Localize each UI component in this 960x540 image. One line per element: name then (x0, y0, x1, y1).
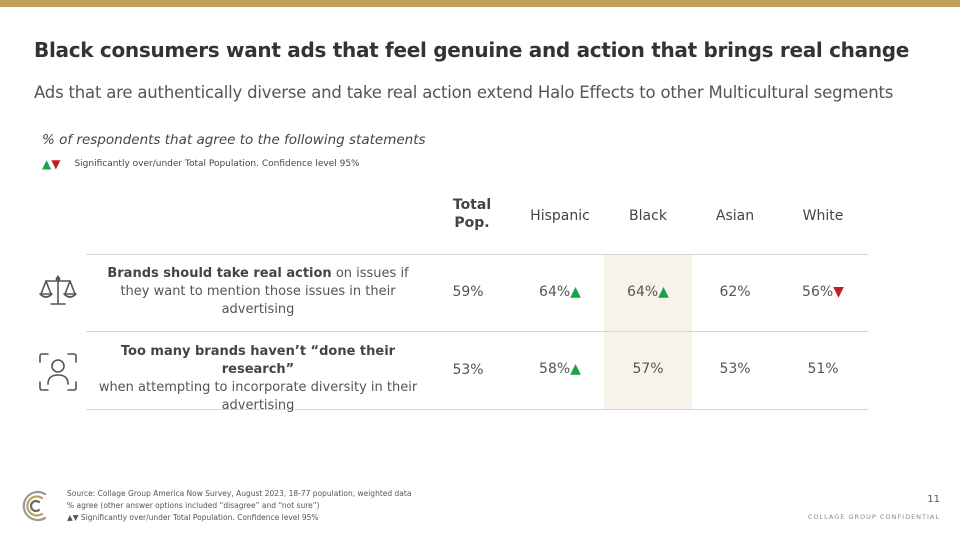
legend-text: Significantly over/under Total Populatio… (74, 159, 360, 169)
page-title: Black consumers want ads that feel genui… (34, 38, 910, 62)
down-arrow-icon: ▼ (833, 284, 844, 300)
scales-icon (38, 273, 78, 313)
table-divider (86, 331, 868, 332)
row2-total-value: 53% (428, 362, 508, 378)
row1-asian-value: 62% (695, 284, 775, 300)
table-divider (86, 409, 868, 410)
significance-line: ▲▼ Significantly over/under Total Popula… (67, 512, 411, 524)
value: 56% (802, 284, 834, 300)
down-arrow-icon: ▼ (51, 157, 61, 171)
value: 53% (452, 362, 484, 378)
up-arrow-icon: ▲ (570, 284, 581, 300)
statement-2-line3: advertising (221, 398, 295, 413)
value: 58% (539, 361, 571, 377)
question-label: % of respondents that agree to the follo… (42, 132, 426, 148)
value: 57% (632, 361, 664, 377)
note-line: % agree (other answer options included “… (67, 501, 320, 510)
up-arrow-icon: ▲ (658, 284, 669, 300)
row1-hispanic-value: 64%▲ (520, 284, 600, 300)
legend-arrows: ▲▼ (42, 157, 60, 171)
col-header-white: White (802, 208, 844, 224)
statement-1-line2: they want to mention those issues in the… (120, 284, 396, 299)
face-scan-icon (38, 352, 78, 396)
col-header-total-pop: Total Pop. (432, 196, 512, 232)
statement-row-2: Too many brands haven’t “done their rese… (88, 343, 428, 415)
row2-black-value: 57% (608, 361, 688, 377)
top-accent-bar (0, 0, 960, 7)
page-number: 11 (927, 494, 940, 505)
table-divider (86, 254, 868, 255)
value: 64% (539, 284, 571, 300)
footer-significance-text: Significantly over/under Total Populatio… (78, 513, 319, 522)
page-subtitle: Ads that are authentically diverse and t… (34, 83, 894, 102)
confidential-label: COLLAGE GROUP CONFIDENTIAL (807, 513, 940, 521)
statement-1-line3: advertising (221, 302, 295, 317)
col-header-black: Black (629, 208, 667, 224)
source-line: Source: Collage Group America Now Survey… (67, 489, 412, 498)
value: 53% (719, 361, 751, 377)
footer-arrows: ▲▼ (67, 513, 79, 522)
value: 51% (807, 361, 839, 377)
statement-1-text: on issues if (331, 266, 409, 281)
statement-row-1: Brands should take real action on issues… (88, 265, 428, 319)
row2-white-value: 51% (783, 361, 863, 377)
row1-total-value: 59% (428, 284, 508, 300)
row2-asian-value: 53% (695, 361, 775, 377)
col-header-asian: Asian (715, 208, 755, 224)
statement-2-bold: Too many brands haven’t “done their rese… (120, 344, 396, 377)
value: 62% (719, 284, 751, 300)
value: 64% (627, 284, 659, 300)
statement-2-line2: when attempting to incorporate diversity… (98, 380, 418, 395)
statement-1-bold: Brands should take real action (107, 266, 332, 281)
value: 59% (452, 284, 484, 300)
up-arrow-icon: ▲ (570, 361, 581, 377)
up-arrow-icon: ▲ (42, 157, 52, 171)
col-header-total-line1: Total (452, 197, 492, 213)
row1-white-value: 56%▼ (783, 284, 863, 300)
col-header-total-line2: Pop. (454, 215, 490, 231)
collage-group-logo (18, 488, 50, 528)
row2-hispanic-value: 58%▲ (520, 361, 600, 377)
row1-black-value: 64%▲ (608, 284, 688, 300)
source-footnote: Source: Collage Group America Now Survey… (67, 488, 411, 524)
significance-legend: ▲▼ Significantly over/under Total Popula… (42, 157, 360, 171)
col-header-hispanic: Hispanic (530, 208, 590, 224)
